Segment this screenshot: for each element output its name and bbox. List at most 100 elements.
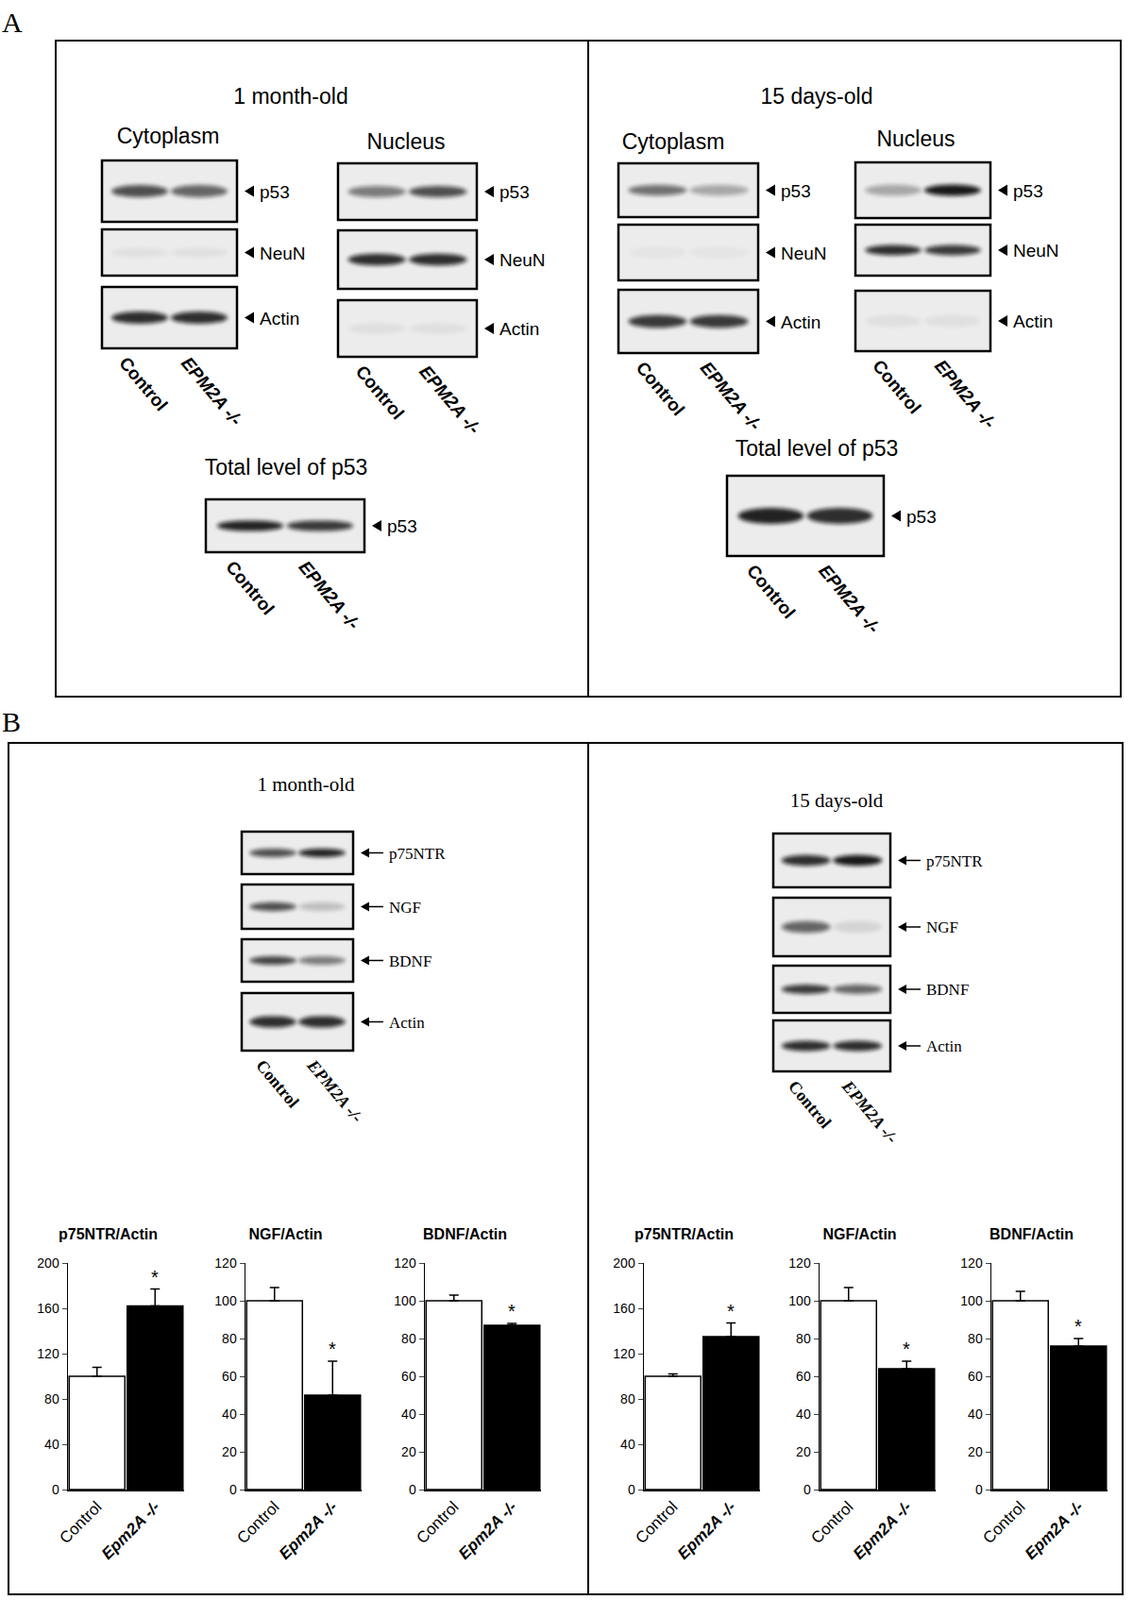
svg-text:20: 20 [967,1444,983,1460]
svg-text:NeuN: NeuN [1013,240,1060,261]
svg-text:Control: Control [631,1498,681,1548]
svg-text:Actin: Actin [499,319,540,339]
svg-text:0: 0 [51,1482,60,1498]
svg-text:BDNF: BDNF [926,980,969,999]
svg-text:200: 200 [36,1255,60,1271]
svg-text:100: 100 [788,1293,812,1309]
svg-text:Control: Control [221,557,279,619]
svg-text:Epm2A -/-: Epm2A -/- [98,1498,164,1564]
svg-text:EPM2A -/-: EPM2A -/- [303,1055,368,1127]
svg-text:80: 80 [44,1391,60,1407]
svg-text:Epm2A -/-: Epm2A -/- [674,1498,740,1564]
svg-text:80: 80 [620,1391,636,1407]
svg-text:A: A [1,6,23,38]
svg-text:80: 80 [967,1331,983,1347]
svg-text:EPM2A -/-: EPM2A -/- [294,557,364,634]
svg-text:120: 120 [214,1255,237,1271]
svg-text:NeuN: NeuN [780,243,828,264]
svg-text:100: 100 [960,1293,983,1309]
svg-text:p75NTR: p75NTR [926,852,983,871]
svg-text:EPM2A -/-: EPM2A -/- [814,560,884,638]
svg-text:Actin: Actin [926,1037,963,1056]
svg-text:0: 0 [803,1482,812,1498]
svg-text:120: 120 [36,1346,60,1362]
svg-text:60: 60 [795,1369,812,1385]
svg-text:*: * [1074,1316,1083,1337]
svg-text:EPM2A -/-: EPM2A -/- [837,1076,902,1148]
svg-text:Control: Control [979,1498,1029,1548]
svg-text:p75NTR: p75NTR [388,845,446,863]
svg-text:EPM2A -/-: EPM2A -/- [415,361,485,439]
svg-text:B: B [1,706,21,738]
svg-text:Control: Control [412,1498,462,1548]
svg-text:BDNF/Actin: BDNF/Actin [422,1226,508,1243]
svg-text:EPM2A -/-: EPM2A -/- [930,355,1000,433]
svg-text:40: 40 [401,1406,417,1422]
svg-text:120: 120 [612,1346,636,1362]
svg-text:60: 60 [401,1369,417,1385]
svg-text:EPM2A -/-: EPM2A -/- [177,353,247,430]
svg-text:60: 60 [221,1369,237,1385]
svg-text:BDNF: BDNF [388,952,432,971]
svg-text:0: 0 [975,1482,983,1498]
svg-text:*: * [507,1301,516,1322]
svg-text:Actin: Actin [259,308,300,329]
svg-text:NGF: NGF [388,898,422,917]
svg-text:Control: Control [115,353,172,415]
svg-text:120: 120 [393,1255,417,1271]
svg-text:0: 0 [229,1482,237,1498]
svg-text:Control: Control [743,560,800,623]
svg-text:Epm2A -/-: Epm2A -/- [455,1498,521,1564]
svg-text:EPM2A -/-: EPM2A -/- [696,357,766,435]
svg-text:Actin: Actin [1013,311,1053,332]
svg-text:NeuN: NeuN [259,243,306,264]
svg-text:120: 120 [960,1255,983,1271]
svg-text:NeuN: NeuN [499,250,546,271]
svg-text:Nucleus: Nucleus [366,129,445,154]
svg-text:20: 20 [795,1444,812,1460]
svg-text:80: 80 [795,1331,812,1347]
svg-text:NGF: NGF [926,918,959,937]
svg-text:Cytoplasm: Cytoplasm [622,129,726,154]
svg-text:40: 40 [795,1406,812,1422]
svg-text:p53: p53 [259,182,290,203]
svg-text:Actin: Actin [388,1014,425,1032]
svg-text:Control: Control [784,1077,836,1133]
svg-text:p53: p53 [499,182,530,203]
svg-text:1 month-old: 1 month-old [256,773,356,796]
svg-text:Epm2A -/-: Epm2A -/- [1021,1498,1087,1564]
svg-text:Total level of p53: Total level of p53 [735,436,899,461]
svg-text:15 days-old: 15 days-old [760,84,874,109]
svg-text:Control: Control [55,1498,105,1548]
svg-text:100: 100 [393,1293,417,1309]
svg-text:NGF/Actin: NGF/Actin [248,1226,322,1243]
svg-text:15 days-old: 15 days-old [790,789,884,812]
svg-text:120: 120 [788,1255,812,1271]
svg-text:BDNF/Actin: BDNF/Actin [989,1226,1074,1243]
svg-text:Total level of p53: Total level of p53 [204,455,369,480]
svg-text:80: 80 [401,1331,417,1347]
svg-text:Control: Control [632,357,690,420]
svg-text:40: 40 [967,1406,983,1422]
svg-text:p75NTR/Actin: p75NTR/Actin [634,1226,734,1243]
svg-text:Control: Control [868,355,926,418]
svg-text:p75NTR/Actin: p75NTR/Actin [58,1226,158,1243]
svg-text:40: 40 [44,1437,60,1453]
svg-text:Actin: Actin [780,312,821,333]
svg-text:20: 20 [401,1444,417,1460]
svg-text:20: 20 [221,1444,237,1460]
svg-text:*: * [328,1338,337,1360]
svg-text:p53: p53 [1013,181,1044,202]
svg-text:Nucleus: Nucleus [876,126,955,152]
svg-text:80: 80 [221,1331,237,1347]
svg-text:p53: p53 [387,516,418,537]
svg-text:Control: Control [233,1498,283,1548]
svg-text:0: 0 [627,1482,636,1498]
svg-text:Epm2A -/-: Epm2A -/- [849,1498,915,1564]
svg-text:40: 40 [620,1437,636,1453]
svg-text:Control: Control [352,361,409,423]
svg-text:Control: Control [807,1498,857,1548]
svg-text:160: 160 [612,1301,636,1317]
svg-text:p53: p53 [780,181,812,202]
svg-text:0: 0 [408,1482,417,1498]
